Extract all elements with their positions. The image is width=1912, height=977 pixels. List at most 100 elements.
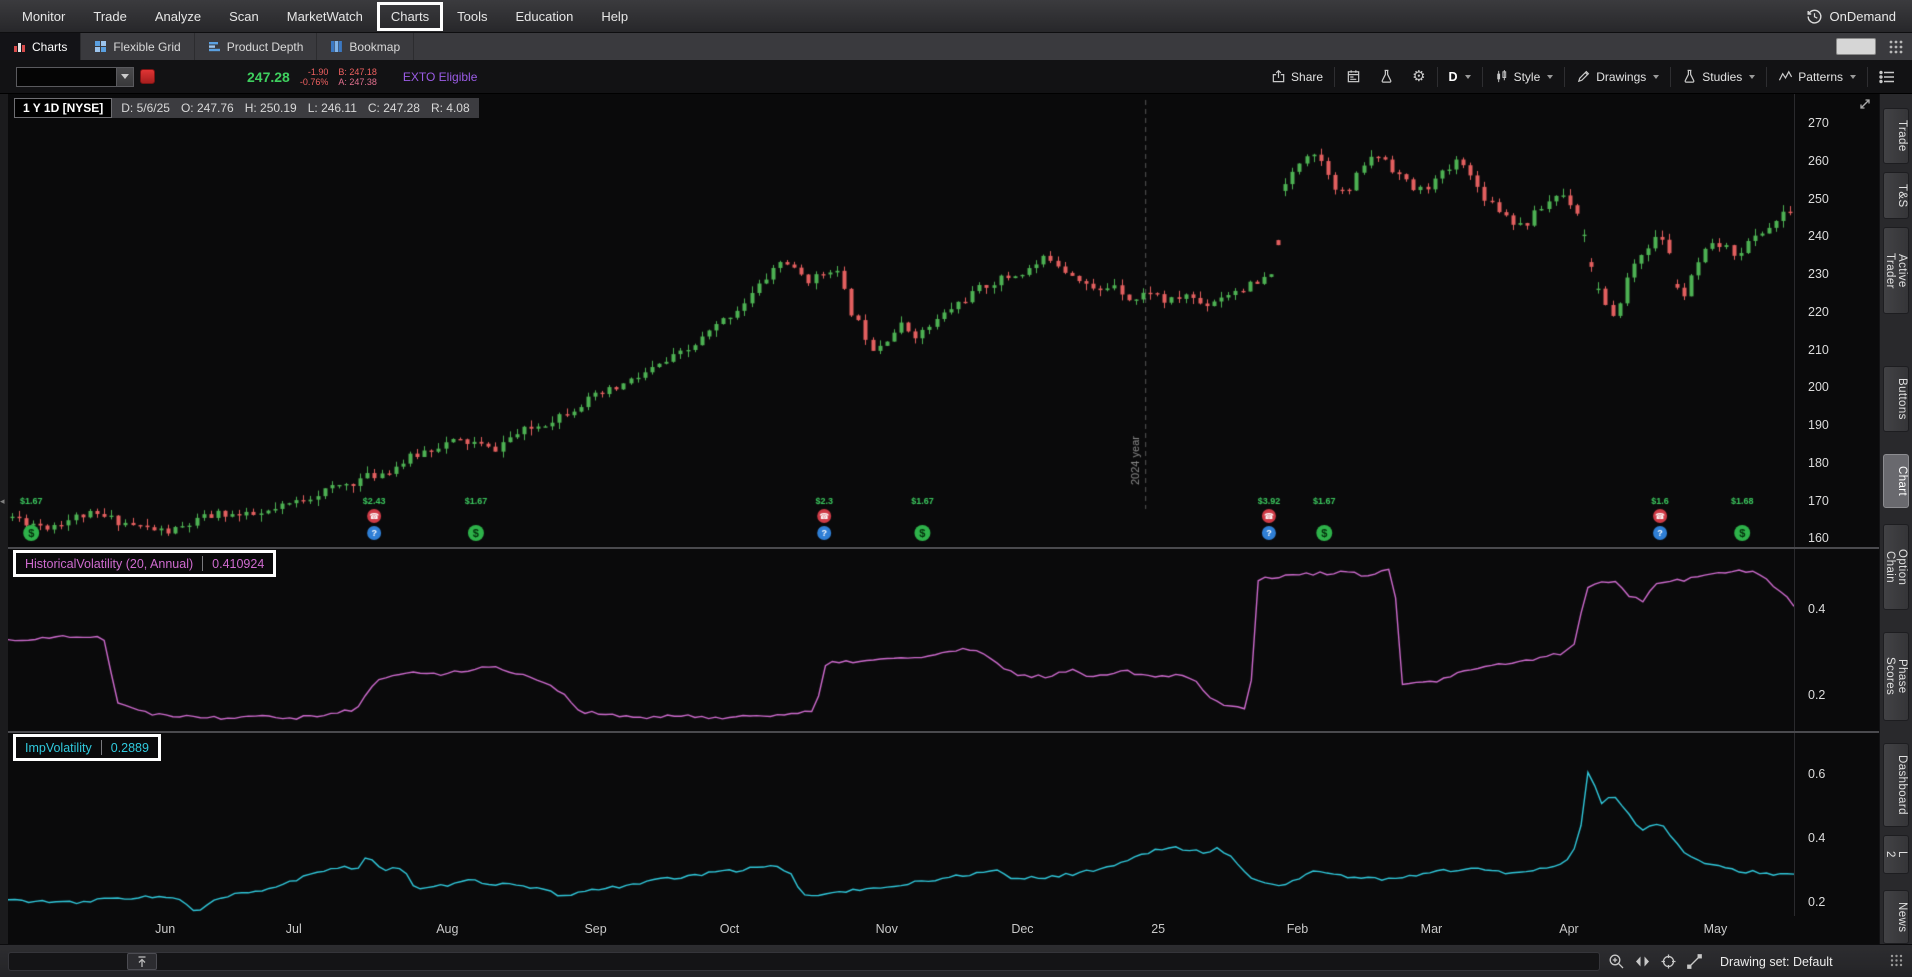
sidebar-tab-dashboard[interactable]: Dashboard [1883,743,1909,827]
tab-bookmap-label: Bookmap [349,40,400,54]
historical-volatility-panel[interactable]: HistoricalVolatility (20, Annual) 0.4109… [8,549,1794,731]
flask-icon [1379,69,1394,84]
tab-flexible-grid[interactable]: Flexible Grid [81,33,194,60]
charts-tab-icon [13,40,26,53]
y-axis-label: 180 [1808,456,1829,470]
menu-marketwatch[interactable]: MarketWatch [273,1,377,32]
sidebar-tab-active-trader[interactable]: Active Trader [1883,227,1909,314]
sidebar-tab-buttons[interactable]: Buttons [1883,366,1909,432]
x-axis-label: Jun [155,922,175,936]
style-button[interactable]: Style [1485,65,1563,89]
y-axis-label: 0.6 [1808,767,1825,781]
ondemand-button[interactable]: OnDemand [1806,8,1912,25]
drawing-set-label[interactable]: Drawing set: Default [1720,955,1833,969]
menu-tools[interactable]: Tools [443,1,501,32]
x-axis-label: Aug [436,922,458,936]
calendar-button[interactable] [1337,65,1370,89]
layout-preview-button[interactable] [1836,38,1876,55]
sidebar-tab-trade[interactable]: Trade [1883,108,1909,164]
expand-chart-icon[interactable] [1858,97,1872,111]
time-scrollbar[interactable] [8,952,1600,971]
x-axis-label: Oct [720,922,739,936]
analyze-flask-button[interactable] [1370,65,1403,89]
chevron-down-icon [1653,75,1659,79]
time-axis[interactable]: JunJulAugSepOctNovDec25FebMarAprMay [8,916,1879,944]
tab-bookmap[interactable]: Bookmap [317,33,414,60]
menu-charts[interactable]: Charts [377,2,443,31]
price-canvas[interactable] [8,94,1794,547]
last-price: 247.28 [247,69,290,85]
price-axis[interactable]: 160170180190200210220230240250260270 [1794,94,1879,547]
tab-product-depth[interactable]: Product Depth [195,33,318,60]
ohlc-open: O: 247.76 [181,101,234,115]
left-panel-collapse[interactable]: ◂ [0,94,8,944]
iv-axis[interactable]: 0.20.40.6 [1794,733,1879,916]
y-axis-label: 250 [1808,192,1829,206]
sidebar-tab-news[interactable]: News [1883,890,1909,944]
y-axis-label: 0.4 [1808,831,1825,845]
share-label: Share [1291,70,1323,84]
iv-canvas[interactable] [8,733,1794,916]
menu-analyze[interactable]: Analyze [141,1,215,32]
main-menu-bar: Monitor Trade Analyze Scan MarketWatch C… [0,0,1912,33]
iv-label: ImpVolatility [25,741,92,755]
patterns-button[interactable]: Patterns [1769,65,1865,89]
ask-value: A: 247.38 [338,77,377,87]
settings-button[interactable]: ⚙ [1403,65,1434,89]
bookmap-icon [330,40,343,53]
menu-education[interactable]: Education [501,1,587,32]
menu-trade[interactable]: Trade [79,1,140,32]
symbol-input[interactable] [16,67,117,87]
sidebar-tab-phase-scores[interactable]: Phase Scores [1883,632,1909,722]
tab-charts[interactable]: Charts [0,33,81,60]
toolbar-right-controls: Share ⚙ [1262,65,1912,89]
change-value: -1.90 [300,67,329,77]
studies-label: Studies [1702,70,1742,84]
iv-study-label[interactable]: ImpVolatility 0.2889 [13,734,161,761]
y-axis-label: 0.4 [1808,602,1825,616]
sidebar-tab-chart[interactable]: Chart [1883,454,1909,508]
symbol-link-icon[interactable] [140,69,155,84]
menu-scan[interactable]: Scan [215,1,273,32]
change-percent: -0.76% [300,77,329,87]
implied-volatility-panel[interactable]: ImpVolatility 0.2889 [8,733,1794,916]
hv-study-label[interactable]: HistoricalVolatility (20, Annual) 0.4109… [13,550,276,577]
style-label: Style [1514,70,1541,84]
zoom-in-icon[interactable] [1608,953,1625,970]
ohlc-close: C: 247.28 [368,101,420,115]
sidebar-tab-l2[interactable]: L 2 [1883,835,1909,873]
line-tool-icon[interactable] [1686,953,1703,970]
symbol-dropdown-button[interactable] [117,67,134,87]
style-icon [1494,69,1509,84]
label-divider [101,740,102,755]
chart-menu-icon[interactable] [1870,65,1904,89]
sidebar-tab-ts[interactable]: T&S [1883,172,1909,220]
share-button[interactable]: Share [1262,65,1332,89]
chart-toolbar: 247.28 -1.90 -0.76% B: 247.18 A: 247.38 … [0,60,1912,94]
menu-monitor[interactable]: Monitor [8,1,79,32]
x-axis-label: May [1704,922,1728,936]
collapse-drawer-button[interactable] [127,953,157,970]
menu-help[interactable]: Help [587,1,642,32]
corner-grid-icon[interactable] [1889,953,1904,968]
tab-product-depth-label: Product Depth [227,40,304,54]
hv-label: HistoricalVolatility (20, Annual) [25,557,193,571]
crosshair-icon[interactable] [1660,953,1677,970]
pan-arrows-icon[interactable] [1634,953,1651,970]
y-axis-label: 220 [1808,305,1829,319]
hv-axis[interactable]: 0.20.4 [1794,549,1879,731]
price-chart-panel[interactable]: 1 Y 1D [NYSE] D: 5/6/25 O: 247.76 H: 250… [8,94,1794,547]
exto-eligible-badge: EXTO Eligible [403,70,477,84]
bid-ask-block: B: 247.18 A: 247.38 [338,67,377,87]
share-icon [1271,69,1286,84]
studies-button[interactable]: Studies [1673,65,1764,89]
x-axis-label: 25 [1151,922,1165,936]
x-axis-label: Sep [584,922,606,936]
grid-menu-icon[interactable] [1888,39,1904,55]
timeframe-button[interactable]: D [1440,65,1480,89]
product-depth-icon [208,40,221,53]
drawings-button[interactable]: Drawings [1567,65,1668,89]
sidebar-tab-option-chain[interactable]: Option Chain [1883,524,1909,610]
y-axis-label: 170 [1808,494,1829,508]
aggregation-badge[interactable]: 1 Y 1D [NYSE] [14,98,112,118]
